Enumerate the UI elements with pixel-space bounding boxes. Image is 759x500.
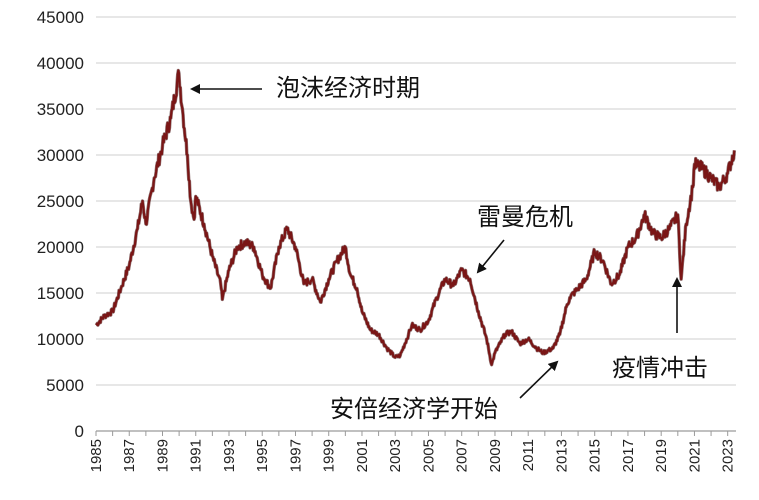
x-tick-label: 2023 xyxy=(720,439,737,472)
annotation-arrow xyxy=(476,239,505,274)
x-tick-label: 2011 xyxy=(520,439,537,471)
x-tick-label: 2005 xyxy=(420,439,437,472)
x-tick-label: 1995 xyxy=(254,439,271,472)
y-tick-label: 35000 xyxy=(37,100,84,119)
x-tick-label: 2001 xyxy=(354,439,371,472)
x-tick-label: 2013 xyxy=(553,439,570,472)
x-tick-label: 2015 xyxy=(587,439,604,472)
annotation-label: 雷曼危机 xyxy=(477,203,573,231)
x-tick-label: 1985 xyxy=(88,439,105,472)
x-tick-label: 1993 xyxy=(221,439,238,472)
y-tick-label: 45000 xyxy=(37,8,84,27)
annotation-arrow xyxy=(519,360,559,399)
x-tick-label: 1989 xyxy=(154,439,171,472)
series-layer xyxy=(94,68,737,367)
x-tick-label: 2021 xyxy=(686,439,703,472)
annotation-label: 安倍经济学开始 xyxy=(330,395,498,423)
x-tick-label: 2007 xyxy=(454,439,471,472)
x-tick-label: 2017 xyxy=(620,439,637,472)
x-tick-label: 2019 xyxy=(653,439,670,472)
series-line-shadow xyxy=(94,68,737,367)
y-axis-ticks: 0 5000 10000 15000 20000 25000 30000 35000 40000… xyxy=(37,8,84,441)
y-tick-label: 15000 xyxy=(37,284,84,303)
x-tick-label: 1991 xyxy=(188,439,205,472)
x-tick-label: 1987 xyxy=(121,439,138,472)
y-tick-label: 30000 xyxy=(37,146,84,165)
annotation-label: 疫情冲击 xyxy=(612,354,708,382)
gridlines xyxy=(96,16,736,386)
x-axis: 1985 1987 1989 1991 1993 1995 1997 1999 2001 2003… xyxy=(88,430,737,472)
y-tick-label: 5000 xyxy=(46,376,84,395)
x-tick-label: 2009 xyxy=(487,439,504,472)
y-tick-label: 25000 xyxy=(37,192,84,211)
x-tick-label: 2003 xyxy=(387,439,404,472)
annotation-label: 泡沫经济时期 xyxy=(276,74,420,102)
x-tick-label: 1997 xyxy=(287,439,304,472)
y-tick-label: 20000 xyxy=(37,238,84,257)
x-tick-label: 1999 xyxy=(321,439,338,472)
y-tick-label: 0 xyxy=(75,422,84,441)
series-line xyxy=(95,69,736,366)
y-tick-label: 10000 xyxy=(37,330,84,349)
y-tick-label: 40000 xyxy=(37,54,84,73)
